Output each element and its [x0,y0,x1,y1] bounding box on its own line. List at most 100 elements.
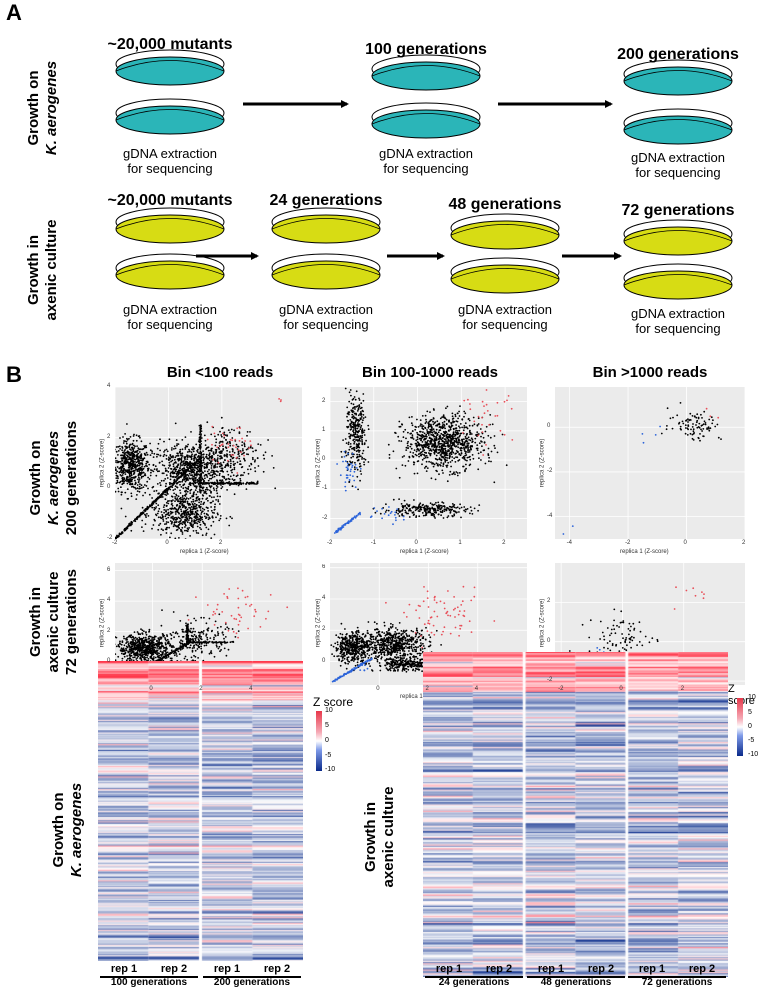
data-point [448,445,451,448]
data-point [410,447,413,450]
data-point [121,532,124,534]
data-point [196,522,199,525]
data-point [387,443,390,446]
data-point [462,429,465,432]
data-point [142,530,145,532]
data-point [140,640,143,642]
data-point [259,444,262,446]
data-point [186,517,188,520]
data-point [466,459,468,462]
data-point [701,424,704,426]
data-point [185,497,188,499]
data-point [666,425,668,427]
data-point [160,493,163,496]
data-point [147,658,150,660]
data-point [207,499,209,502]
data-point [200,513,203,515]
data-point-blue [370,515,373,518]
data-point [410,436,412,439]
data-point [203,492,205,494]
data-point [493,481,496,484]
data-point [465,463,467,466]
data-point [131,635,134,638]
data-point [195,486,198,489]
data-point [161,514,164,516]
data-point [196,458,199,461]
data-point [147,487,149,490]
data-point [419,448,422,450]
data-point-red [469,403,471,405]
caption-line1: gDNA extraction [458,302,552,317]
data-point [167,640,170,643]
data-point [271,455,273,457]
data-point [434,517,436,519]
data-point-red [217,461,220,464]
data-point [247,472,250,475]
data-point [170,508,173,510]
data-point [463,458,466,460]
data-point [441,416,443,419]
data-point [127,471,130,473]
data-point [444,432,447,435]
data-point [186,511,189,514]
data-point [468,419,471,422]
data-point [195,503,198,506]
data-point [477,468,480,471]
data-point [126,455,129,458]
data-point [170,471,172,474]
data-point [423,432,426,435]
data-point [443,443,446,445]
data-point-red [219,444,222,447]
data-point [440,506,443,509]
data-point [458,429,461,432]
data-point [134,481,137,484]
data-point [221,450,223,453]
data-point [213,509,216,511]
data-point [359,513,361,516]
data-point [428,436,431,439]
data-point [214,503,216,506]
data-point [180,471,183,474]
data-point [125,440,128,443]
data-point [115,450,118,453]
data-point [444,449,447,452]
data-point-red [507,395,510,397]
data-point [441,469,444,472]
data-point [137,632,140,635]
petri-dish-row1-2 [371,54,481,91]
data-point [430,433,433,436]
data-point [162,491,165,493]
data-point [135,455,138,458]
data-point [181,479,184,482]
data-point [129,475,132,477]
data-point [676,414,679,417]
data-point [484,430,487,433]
data-point [678,421,681,424]
data-point [421,453,423,456]
row1-stage3-caption: gDNA extraction for sequencing [608,150,748,180]
data-point [215,516,217,519]
panel-b-row2-label: Growth in axenic culture 72 generations [27,547,83,697]
data-point [360,416,363,418]
data-point-blue [351,466,353,468]
data-point [172,515,174,518]
data-point [357,435,360,438]
data-point [172,518,175,521]
data-point [194,500,197,502]
data-point [187,502,190,505]
data-point [425,433,428,436]
data-point [416,472,419,475]
data-point [452,428,455,431]
data-point [438,436,441,438]
data-point [211,516,214,519]
data-point [192,506,195,509]
data-point [218,503,221,505]
data-point [190,488,193,491]
data-point [456,430,459,432]
data-point [424,510,427,513]
data-point [183,497,186,500]
data-point [438,422,441,425]
data-point [161,516,164,519]
data-point [181,523,184,526]
data-point [459,423,462,425]
